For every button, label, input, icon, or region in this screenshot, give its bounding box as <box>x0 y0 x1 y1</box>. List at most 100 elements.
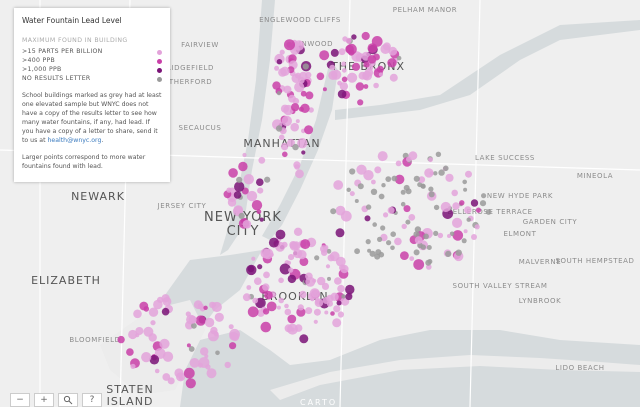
school-point[interactable] <box>372 222 378 227</box>
school-point[interactable] <box>287 138 295 147</box>
school-point[interactable] <box>337 89 347 99</box>
school-point[interactable] <box>305 91 314 100</box>
school-point[interactable] <box>337 284 345 293</box>
school-point[interactable] <box>299 290 307 299</box>
school-point[interactable] <box>400 201 406 207</box>
school-point[interactable] <box>365 239 371 245</box>
school-point[interactable] <box>286 260 292 265</box>
school-point[interactable] <box>335 228 345 238</box>
school-point[interactable] <box>295 169 304 179</box>
school-point[interactable] <box>438 169 445 176</box>
school-point[interactable] <box>333 180 344 190</box>
school-point[interactable] <box>256 309 265 317</box>
school-point[interactable] <box>433 171 438 176</box>
school-point[interactable] <box>293 248 303 259</box>
school-point[interactable] <box>242 293 251 302</box>
school-point[interactable] <box>195 315 206 326</box>
school-point[interactable] <box>349 168 356 175</box>
school-point[interactable] <box>437 232 444 239</box>
school-point[interactable] <box>428 186 434 192</box>
school-point[interactable] <box>337 80 342 86</box>
school-point[interactable] <box>475 207 482 213</box>
school-point[interactable] <box>413 249 420 256</box>
school-point[interactable] <box>188 346 195 352</box>
school-point[interactable] <box>302 63 309 70</box>
school-point[interactable] <box>317 276 326 286</box>
school-point[interactable] <box>414 236 423 245</box>
school-point[interactable] <box>428 191 435 198</box>
school-point[interactable] <box>293 227 303 236</box>
school-point[interactable] <box>224 361 231 369</box>
school-point[interactable] <box>426 264 432 270</box>
school-point[interactable] <box>133 309 142 319</box>
school-point[interactable] <box>300 239 311 250</box>
school-point[interactable] <box>330 311 335 316</box>
school-point[interactable] <box>394 174 405 185</box>
school-point[interactable] <box>471 234 477 240</box>
school-point[interactable] <box>325 264 331 269</box>
school-point[interactable] <box>332 318 342 328</box>
school-point[interactable] <box>433 204 440 211</box>
school-point[interactable] <box>149 354 160 365</box>
school-point[interactable] <box>377 151 388 162</box>
school-point[interactable] <box>264 176 271 183</box>
school-point[interactable] <box>288 267 294 273</box>
school-point[interactable] <box>280 66 290 77</box>
school-point[interactable] <box>443 165 449 172</box>
school-point[interactable] <box>452 217 463 228</box>
school-point[interactable] <box>274 65 280 71</box>
school-point[interactable] <box>139 301 149 311</box>
school-point[interactable] <box>382 42 391 51</box>
school-point[interactable] <box>154 368 160 374</box>
school-point[interactable] <box>377 236 383 242</box>
school-point[interactable] <box>283 85 292 94</box>
school-point[interactable] <box>275 125 283 132</box>
school-point[interactable] <box>333 305 341 313</box>
school-point[interactable] <box>238 161 248 172</box>
school-point[interactable] <box>228 324 234 330</box>
help-button[interactable]: ? <box>82 393 102 407</box>
school-point[interactable] <box>340 210 352 222</box>
school-point[interactable] <box>413 231 420 238</box>
school-point[interactable] <box>327 276 331 281</box>
school-point[interactable] <box>287 274 297 284</box>
school-point[interactable] <box>148 307 159 317</box>
school-point[interactable] <box>452 230 464 241</box>
school-point[interactable] <box>474 224 480 230</box>
school-point[interactable] <box>466 217 471 222</box>
school-point[interactable] <box>305 307 313 315</box>
school-point[interactable] <box>309 288 321 299</box>
school-point[interactable] <box>435 151 442 157</box>
school-point[interactable] <box>315 297 320 303</box>
school-point[interactable] <box>252 297 259 304</box>
school-point[interactable] <box>246 285 252 290</box>
school-point[interactable] <box>262 283 270 291</box>
school-point[interactable] <box>389 73 398 82</box>
school-point[interactable] <box>276 305 281 310</box>
school-point[interactable] <box>383 212 389 218</box>
school-point[interactable] <box>464 206 472 214</box>
school-point[interactable] <box>445 173 454 182</box>
school-point[interactable] <box>387 206 395 214</box>
school-point[interactable] <box>459 200 465 206</box>
school-point[interactable] <box>292 143 299 151</box>
school-point[interactable] <box>423 233 429 240</box>
school-point[interactable] <box>337 311 344 318</box>
school-point[interactable] <box>341 294 346 299</box>
school-point[interactable] <box>279 49 285 55</box>
school-point[interactable] <box>135 327 144 335</box>
school-point[interactable] <box>228 168 238 178</box>
school-point[interactable] <box>276 59 283 65</box>
school-point[interactable] <box>296 307 306 317</box>
school-point[interactable] <box>188 315 197 324</box>
school-point[interactable] <box>280 104 290 113</box>
school-point[interactable] <box>291 103 300 112</box>
school-point[interactable] <box>380 225 386 231</box>
school-point[interactable] <box>479 200 487 207</box>
school-point[interactable] <box>326 294 334 303</box>
school-point[interactable] <box>213 331 219 337</box>
school-point[interactable] <box>403 205 411 213</box>
school-point[interactable] <box>297 304 304 311</box>
school-point[interactable] <box>390 245 395 251</box>
school-point[interactable] <box>354 248 360 255</box>
